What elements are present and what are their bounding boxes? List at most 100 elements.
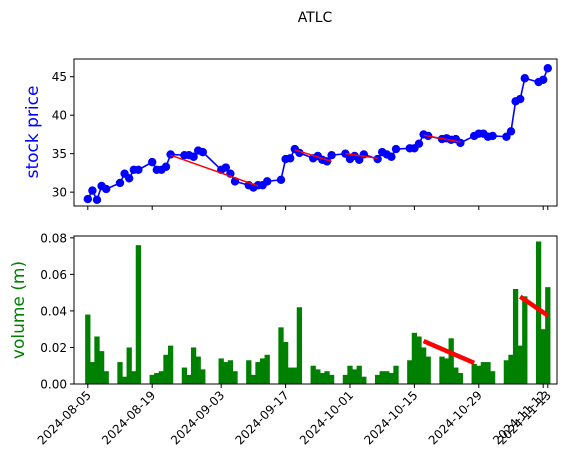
volume-bar (158, 371, 165, 384)
price-point (456, 138, 465, 148)
volume-bar (135, 245, 142, 384)
price-point (161, 162, 171, 171)
volume-axes-frame (73, 235, 558, 385)
price-trend-line (170, 154, 259, 187)
volume-bar (503, 360, 510, 384)
volume-bar (250, 374, 257, 384)
volume-plot-area (85, 241, 551, 384)
price-x-axis (87, 206, 549, 210)
volume-bar (167, 345, 174, 384)
price-point (88, 186, 97, 195)
price-axes-frame (73, 58, 558, 207)
volume-bar (453, 367, 459, 384)
price-point (148, 157, 157, 167)
price-y-axis: 30 35 40 45 (52, 70, 74, 200)
volume-bar (328, 374, 335, 384)
volume-bar (186, 374, 192, 384)
volume-y-tick-label: 0.06 (40, 268, 67, 282)
price-point (125, 174, 134, 183)
volume-bar (292, 367, 298, 384)
volume-bar (416, 336, 422, 384)
volume-bar (181, 367, 188, 384)
volume-trend-line (422, 338, 476, 366)
volume-bar (522, 296, 528, 384)
price-point (189, 152, 198, 161)
price-point (506, 127, 516, 136)
volume-bar (351, 369, 358, 384)
volume-bar (411, 332, 418, 384)
price-point (391, 144, 401, 154)
price-point (83, 194, 93, 204)
volume-bar (190, 347, 197, 384)
volume-bar (388, 373, 395, 384)
price-point (276, 175, 286, 185)
price-y-tick-label: 30 (52, 186, 67, 200)
price-point (92, 195, 102, 205)
volume-bar (319, 373, 326, 384)
chart-title: ATLC (298, 10, 333, 26)
price-trend-line (294, 149, 332, 163)
volume-bar (121, 376, 128, 384)
volume-bar (282, 341, 289, 384)
price-point (488, 131, 497, 141)
volume-bar (361, 376, 367, 384)
volume-bar (545, 287, 551, 384)
volume-bar (457, 373, 464, 384)
volume-bar (117, 362, 123, 384)
price-point (221, 163, 230, 172)
volume-bar (163, 354, 169, 384)
price-point (263, 177, 272, 186)
price-point (516, 94, 525, 104)
volume-bar (471, 363, 477, 384)
volume-bar (94, 336, 100, 384)
volume-bar (379, 371, 385, 384)
volume-bar (476, 365, 482, 384)
price-point (102, 184, 111, 194)
volume-bar (103, 371, 109, 384)
volume-bar (407, 360, 413, 384)
volume-bar (508, 354, 514, 384)
price-y-tick-label: 35 (52, 147, 67, 161)
volume-bar (324, 371, 330, 384)
volume-bar (89, 362, 96, 384)
price-point (539, 75, 548, 84)
volume-bar (218, 358, 224, 384)
volume-y-tick-label: 0.02 (40, 341, 67, 355)
volume-bar (517, 345, 523, 384)
volume-bar (287, 367, 293, 384)
volume-bar (310, 365, 316, 384)
volume-bar (425, 356, 431, 384)
volume-bar (246, 360, 252, 384)
price-y-tick-label: 40 (52, 109, 67, 123)
volume-y-tick-label: 0.04 (40, 304, 67, 318)
volume-bar (85, 314, 91, 384)
price-plot-area (83, 64, 552, 205)
volume-y-tick-label: 0.08 (40, 231, 67, 245)
volume-bar (259, 358, 266, 384)
volume-bar (439, 356, 445, 384)
volume-bar (489, 371, 496, 384)
volume-bar (296, 307, 303, 384)
volume-bar (480, 362, 487, 384)
price-point (387, 152, 396, 161)
price-point (115, 178, 125, 188)
volume-bar (347, 365, 353, 384)
volume-bar (342, 374, 349, 384)
volume-bar (227, 360, 234, 384)
price-point (373, 154, 382, 164)
volume-trend-line (518, 294, 550, 318)
volume-bar (384, 371, 390, 384)
volume-bar (443, 358, 450, 384)
volume-bar (485, 362, 491, 384)
price-point (286, 154, 295, 163)
volume-bar (131, 371, 137, 384)
volume-bar (223, 362, 229, 384)
volume-bar (356, 365, 362, 384)
volume-bar (264, 354, 270, 384)
volume-bar (315, 369, 321, 384)
volume-bar (195, 356, 201, 384)
volume-bar (98, 351, 105, 384)
volume-bar (149, 374, 155, 384)
price-point (543, 64, 552, 73)
